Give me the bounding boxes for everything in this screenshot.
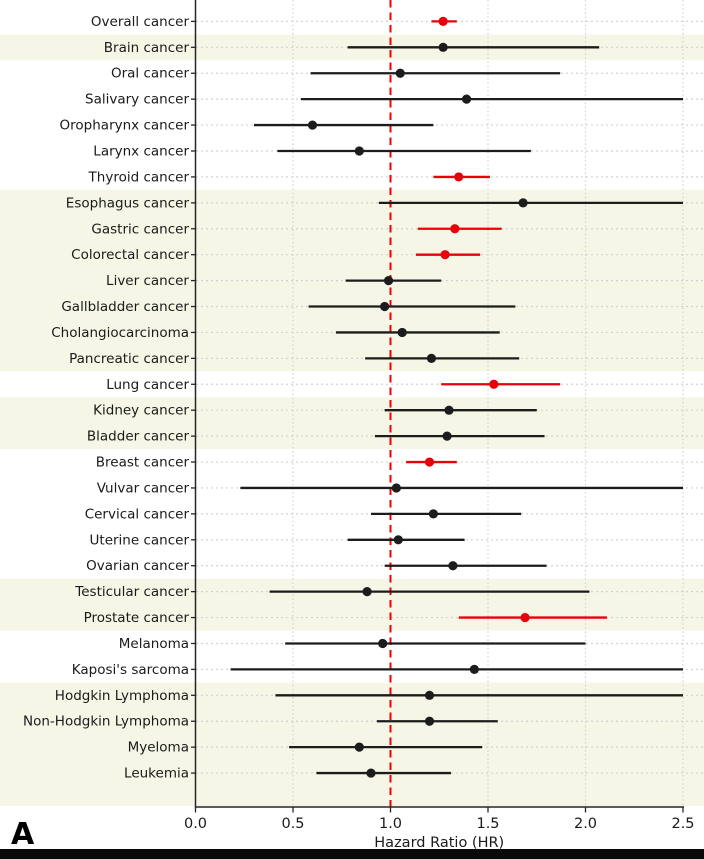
hr-point: [424, 457, 435, 467]
row-label: Oral cancer: [111, 66, 189, 82]
hr-point: [520, 612, 530, 623]
row-label: Bladder cancer: [87, 429, 190, 445]
hr-point: [428, 509, 438, 519]
hr-point: [307, 120, 318, 130]
hr-point: [378, 638, 388, 649]
row-label: Oropharynx cancer: [60, 118, 190, 134]
x-axis-label: Hazard Ratio (HR): [374, 835, 504, 849]
row-label: Thyroid cancer: [88, 169, 190, 185]
row-label: Kaposi's sarcoma: [72, 662, 189, 678]
row-label: Gallbladder cancer: [61, 299, 189, 315]
hr-point: [454, 172, 464, 182]
row-label: Liver cancer: [106, 273, 189, 289]
hr-point: [469, 664, 479, 675]
bottom-divider-bar: [0, 849, 704, 859]
row-label: Kidney cancer: [93, 403, 189, 419]
row-label: Breast cancer: [96, 455, 190, 471]
panel-label: A: [11, 817, 35, 852]
hr-point: [391, 483, 401, 493]
hr-point: [395, 68, 405, 78]
row-label: Lung cancer: [106, 377, 189, 393]
hr-point: [442, 431, 452, 441]
row-label: Testicular cancer: [74, 584, 189, 600]
group-band: [0, 578, 704, 631]
hr-point: [440, 250, 450, 260]
row-label: Cervical cancer: [85, 506, 190, 522]
row-label: Pancreatic cancer: [69, 351, 189, 367]
hr-point: [354, 742, 364, 752]
row-label: Uterine cancer: [90, 532, 190, 548]
hr-point: [397, 327, 407, 338]
x-tick-label: 0.0: [184, 816, 207, 832]
hr-point: [438, 16, 448, 26]
row-label: Cholangiocarcinoma: [51, 325, 189, 341]
hr-point: [362, 587, 372, 597]
hr-point: [354, 146, 364, 156]
row-label: Esophagus cancer: [66, 195, 190, 211]
row-label: Salivary cancer: [85, 92, 189, 108]
hr-point: [518, 198, 528, 208]
hr-point: [448, 561, 458, 571]
hr-point: [489, 379, 499, 389]
x-tick-label: 1.0: [379, 816, 402, 832]
hr-point: [424, 716, 435, 726]
row-label: Leukemia: [124, 766, 189, 782]
hr-point: [424, 690, 435, 700]
hr-point: [383, 276, 394, 286]
hr-point: [426, 353, 437, 363]
row-label: Gastric cancer: [91, 221, 189, 237]
row-label: Myeloma: [128, 740, 189, 756]
row-label: Non-Hodgkin Lymphoma: [23, 714, 189, 730]
x-tick-label: 1.5: [476, 816, 499, 832]
row-label: Prostate cancer: [84, 610, 190, 626]
x-tick-label: 0.5: [281, 816, 304, 832]
row-label: Larynx cancer: [93, 144, 189, 160]
x-tick-label: 2.0: [574, 816, 597, 832]
hr-point: [393, 535, 403, 545]
hr-point: [450, 224, 460, 234]
hr-point: [444, 405, 454, 415]
hr-point: [366, 768, 376, 778]
row-label: Colorectal cancer: [71, 247, 189, 263]
hr-point: [438, 42, 448, 52]
row-label: Overall cancer: [91, 14, 190, 30]
row-label: Ovarian cancer: [86, 558, 189, 574]
x-tick-label: 2.5: [671, 816, 694, 832]
row-label: Melanoma: [119, 636, 189, 652]
row-label: Brain cancer: [104, 40, 190, 56]
hr-point: [380, 301, 390, 312]
row-label: Hodgkin Lymphoma: [55, 688, 189, 704]
group-band: [0, 682, 704, 806]
group-band: [0, 397, 704, 449]
row-label: Vulvar cancer: [97, 480, 190, 496]
hr-point: [461, 94, 472, 104]
